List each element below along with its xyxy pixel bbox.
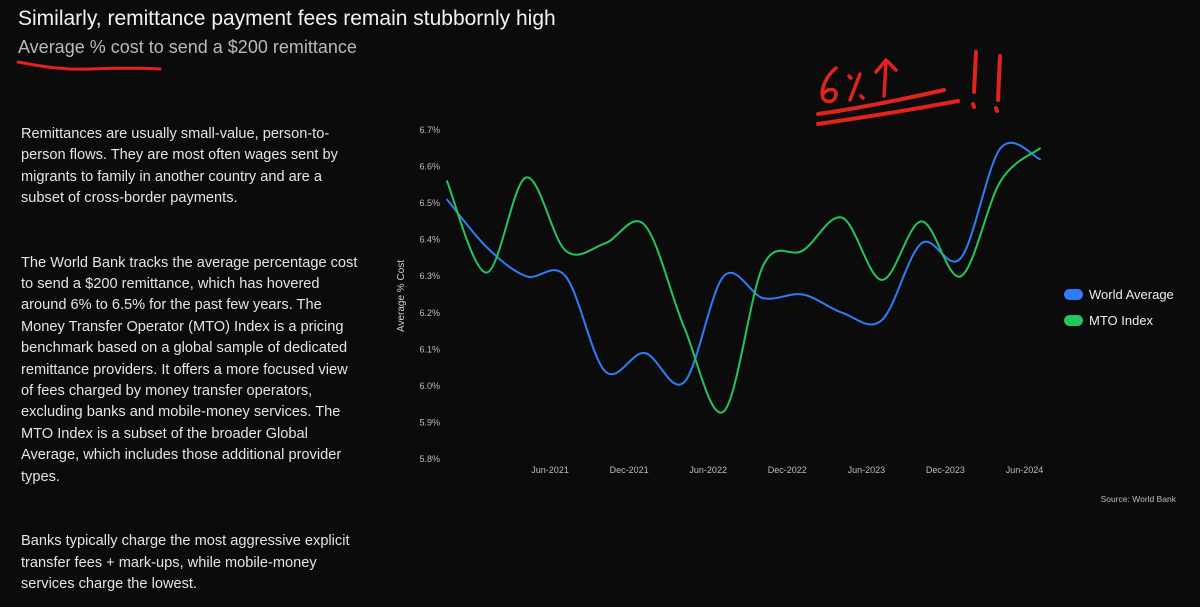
y-tick-label: 6.0% [419, 381, 440, 391]
line-chart: 6.7% 6.6% 6.5% 6.4% 6.3% 6.2% 6.1% 6.0% 5.9% 5.8%… [380, 60, 1200, 530]
x-tick-label: Dec-2021 [610, 465, 649, 475]
legend-swatch-mto-index [1064, 314, 1083, 326]
body-text: Remittances are usually small-value, per… [21, 124, 361, 595]
series-line-mto-index [446, 147, 1041, 414]
x-tick-label: Jun-2021 [531, 465, 569, 475]
y-tick-label: 6.6% [419, 162, 440, 172]
chart-subtitle: Average % cost to send a $200 remittance [18, 37, 357, 57]
legend-label-mto-index: MTO Index [1089, 312, 1154, 328]
y-axis-label: Average % Cost [396, 260, 407, 332]
paragraph-3: Banks typically charge the most aggressi… [21, 533, 350, 592]
x-tick-label: Jun-2024 [1006, 465, 1044, 475]
legend-swatch-world-average [1064, 288, 1083, 300]
y-tick-label: 6.2% [419, 308, 440, 318]
legend-item-world-average: World Average [1064, 284, 1174, 304]
y-tick-label: 6.4% [419, 235, 440, 245]
paragraph-2: The World Bank tracks the average percen… [21, 254, 358, 485]
x-axis-ticks: Jun-2021 Dec-2021 Jun-2022 Dec-2022 Jun-2023… [531, 465, 1043, 475]
legend: World Average MTO Index [1064, 284, 1174, 336]
y-axis-ticks: 6.7% 6.6% 6.5% 6.4% 6.3% 6.2% 6.1% 6.0% 5.9% 5.8% [419, 125, 440, 464]
y-tick-label: 6.7% [419, 125, 440, 135]
source-note: Source: World Bank [1100, 494, 1176, 504]
x-tick-label: Jun-2023 [848, 465, 886, 475]
series-lines [446, 141, 1041, 414]
underline-mark [16, 60, 162, 71]
chart-title: Similarly, remittance payment fees remai… [18, 7, 556, 30]
x-tick-label: Dec-2023 [926, 465, 965, 475]
legend-label-world-average: World Average [1089, 286, 1174, 302]
x-tick-label: Jun-2022 [689, 465, 727, 475]
y-tick-label: 6.1% [419, 344, 440, 354]
chart-svg: 6.7% 6.6% 6.5% 6.4% 6.3% 6.2% 6.1% 6.0% 5.9% 5.8%… [396, 125, 1043, 475]
y-tick-label: 5.9% [419, 417, 440, 427]
legend-item-mto-index: MTO Index [1064, 310, 1174, 330]
y-tick-label: 5.8% [419, 454, 440, 464]
x-tick-label: Dec-2022 [768, 465, 807, 475]
series-line-world-average [446, 141, 1041, 386]
y-tick-label: 6.5% [419, 198, 440, 208]
paragraph-1: Remittances are usually small-value, per… [21, 126, 338, 207]
y-tick-label: 6.3% [419, 271, 440, 281]
